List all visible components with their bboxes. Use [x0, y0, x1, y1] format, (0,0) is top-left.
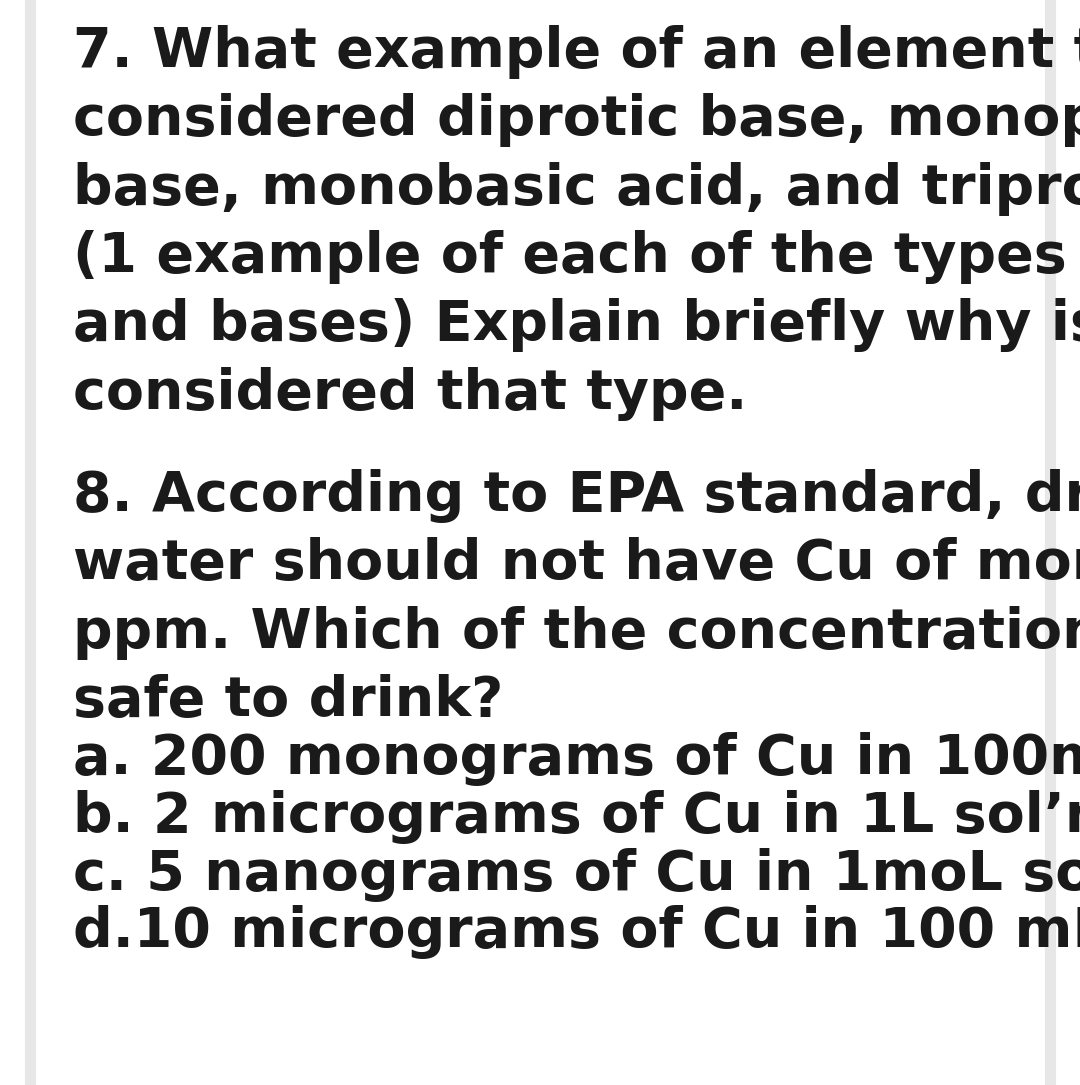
Text: safe to drink?: safe to drink?: [73, 674, 503, 728]
Text: base, monobasic acid, and triprotic base?: base, monobasic acid, and triprotic base…: [73, 162, 1080, 216]
Text: considered that type.: considered that type.: [73, 367, 747, 421]
Text: d.10 micrograms of Cu in 100 mL: d.10 micrograms of Cu in 100 mL: [73, 905, 1080, 959]
Text: and bases) Explain briefly why is it: and bases) Explain briefly why is it: [73, 298, 1080, 353]
Text: 8. According to EPA standard, drinking: 8. According to EPA standard, drinking: [73, 469, 1080, 523]
Text: 7. What example of an element that is: 7. What example of an element that is: [73, 25, 1080, 79]
Text: (1 example of each of the types of acid: (1 example of each of the types of acid: [73, 230, 1080, 284]
Text: ppm. Which of the concentration below is: ppm. Which of the concentration below is: [73, 605, 1080, 660]
Text: water should not have Cu of more than 1.3: water should not have Cu of more than 1.…: [73, 537, 1080, 591]
Text: c. 5 nanograms of Cu in 1moL sol’n: c. 5 nanograms of Cu in 1moL sol’n: [73, 847, 1080, 902]
Text: a. 200 monograms of Cu in 100mL sol’n: a. 200 monograms of Cu in 100mL sol’n: [73, 732, 1080, 787]
Text: b. 2 micrograms of Cu in 1L sol’n: b. 2 micrograms of Cu in 1L sol’n: [73, 790, 1080, 844]
Text: considered diprotic base, monoprotic: considered diprotic base, monoprotic: [73, 93, 1080, 148]
